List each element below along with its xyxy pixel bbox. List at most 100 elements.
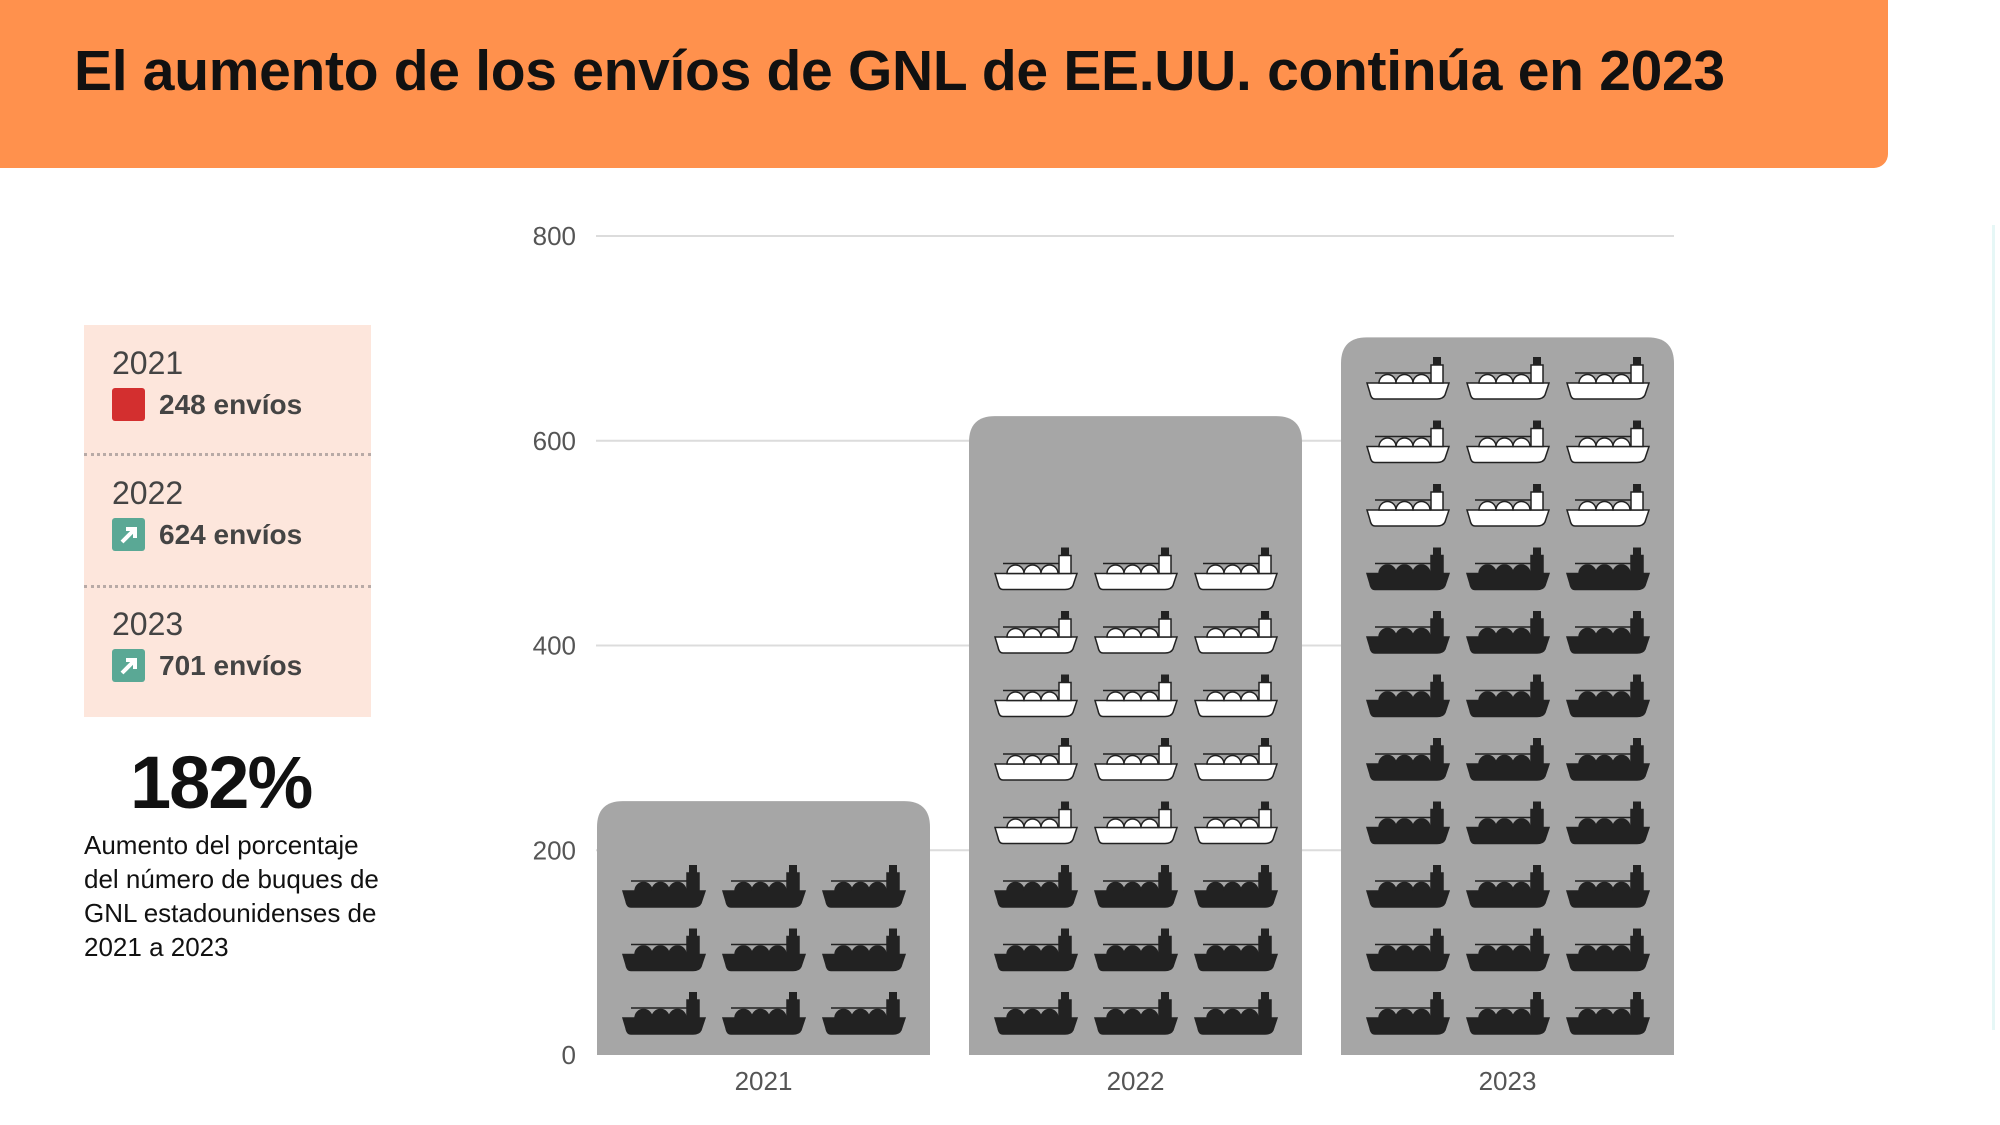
ship-bridge — [1158, 554, 1172, 575]
lng-ship-dark-icon — [1565, 547, 1651, 591]
ship-tank — [1240, 564, 1259, 575]
ship-mast — [889, 928, 897, 937]
ship-mast — [1633, 738, 1641, 746]
ship-tank — [1612, 437, 1631, 448]
ship-bridge — [1158, 935, 1172, 956]
ship-tank — [1512, 881, 1531, 892]
legend-item-2023: 2023 701 envíos — [112, 606, 302, 682]
ship-mast — [1433, 801, 1441, 810]
lng-ship-dark-icon — [1193, 865, 1279, 908]
arrow-up-right-icon — [112, 649, 145, 682]
lng-ship-dark-icon — [1365, 674, 1451, 718]
ship-bridge — [886, 999, 900, 1019]
ship-bridge — [1430, 808, 1444, 829]
ship-bridge — [1630, 935, 1644, 956]
ship-hull — [1193, 699, 1279, 718]
ship-hull — [1465, 636, 1551, 654]
lng-ship-light-icon — [993, 738, 1079, 781]
ship-bridge — [1258, 935, 1272, 956]
lng-ship-dark-icon — [993, 865, 1079, 908]
lng-ship-dark-icon — [1093, 992, 1179, 1035]
y-tick-label: 800 — [533, 221, 576, 251]
ship-bridge — [1158, 999, 1172, 1019]
ship-tank — [1240, 945, 1259, 956]
ship-hull — [621, 953, 707, 972]
lng-ship-dark-icon — [1565, 865, 1651, 908]
ship-mast — [889, 865, 897, 873]
ship-bridge — [1058, 808, 1072, 829]
ship-tank — [1240, 627, 1259, 638]
ship-tank — [768, 881, 787, 892]
ship-mast — [889, 992, 897, 1000]
lng-ship-dark-icon — [621, 928, 707, 972]
ship-mast — [1061, 738, 1069, 746]
ship-mast — [1061, 547, 1069, 556]
ship-hull — [821, 953, 907, 972]
y-tick-label: 400 — [533, 631, 576, 661]
ship-hull — [1565, 763, 1651, 781]
ship-bridge — [1430, 491, 1444, 511]
percent-description: Aumento del porcentaje del número de buq… — [84, 830, 379, 962]
ship-tank — [1412, 754, 1431, 765]
ship-mast — [1633, 674, 1641, 683]
ship-bridge — [1258, 872, 1272, 892]
ship-bridge — [1530, 745, 1544, 765]
ship-bridge — [786, 872, 800, 892]
legend-item-2021: 2021 248 envíos — [112, 345, 302, 421]
ship-tank — [1512, 818, 1531, 829]
ship-bridge — [1630, 681, 1644, 702]
ship-tank — [1240, 754, 1259, 765]
legend-item-2022: 2022 624 envíos — [112, 475, 302, 551]
ship-bridge — [1058, 681, 1072, 702]
legend-year: 2021 — [112, 345, 184, 381]
ship-mast — [689, 928, 697, 937]
lng-ship-dark-icon — [1465, 611, 1551, 654]
lng-ship-light-icon — [993, 674, 1079, 718]
ship-hull — [1565, 699, 1651, 718]
ship-tank — [1512, 373, 1531, 384]
ship-hull — [1365, 890, 1451, 908]
ship-hull — [1365, 636, 1451, 654]
ship-tank — [1612, 500, 1631, 511]
lng-ship-light-icon — [1093, 611, 1179, 654]
edge-line — [1992, 225, 1995, 1030]
ship-tank — [1140, 754, 1159, 765]
ship-mast — [1161, 865, 1169, 873]
ship-tank — [768, 945, 787, 956]
ship-mast — [1533, 801, 1541, 810]
ship-hull — [1465, 699, 1551, 718]
ship-hull — [1093, 699, 1179, 718]
ship-bridge — [686, 872, 700, 892]
ship-mast — [1533, 547, 1541, 556]
ship-mast — [1433, 992, 1441, 1000]
ship-tank — [1140, 818, 1159, 829]
lng-ship-light-icon — [1093, 547, 1179, 591]
ship-mast — [1533, 484, 1541, 492]
x-tick-label: 2021 — [735, 1066, 793, 1096]
divider — [84, 453, 371, 456]
ship-bridge — [1158, 681, 1172, 702]
ship-mast — [1161, 738, 1169, 746]
ship-tank — [1040, 691, 1059, 702]
ship-bridge — [1430, 935, 1444, 956]
ship-tank — [868, 945, 887, 956]
ship-hull — [721, 953, 807, 972]
ship-tank — [1612, 754, 1631, 765]
lng-ship-dark-icon — [1465, 801, 1551, 845]
lng-ship-light-icon — [1465, 357, 1551, 400]
ship-bridge — [1430, 554, 1444, 575]
ship-mast — [789, 992, 797, 1000]
ship-tank — [1040, 754, 1059, 765]
ship-mast — [1161, 547, 1169, 556]
ship-hull — [1093, 890, 1179, 908]
legend-year: 2023 — [112, 606, 184, 642]
divider — [84, 585, 371, 588]
ship-tank — [1140, 945, 1159, 956]
ship-mast — [1161, 611, 1169, 619]
ship-tank — [1612, 945, 1631, 956]
ship-tank — [1240, 881, 1259, 892]
ship-hull — [993, 1017, 1079, 1035]
lng-ship-dark-icon — [621, 865, 707, 908]
ship-hull — [1365, 1017, 1451, 1035]
ship-bridge — [686, 999, 700, 1019]
